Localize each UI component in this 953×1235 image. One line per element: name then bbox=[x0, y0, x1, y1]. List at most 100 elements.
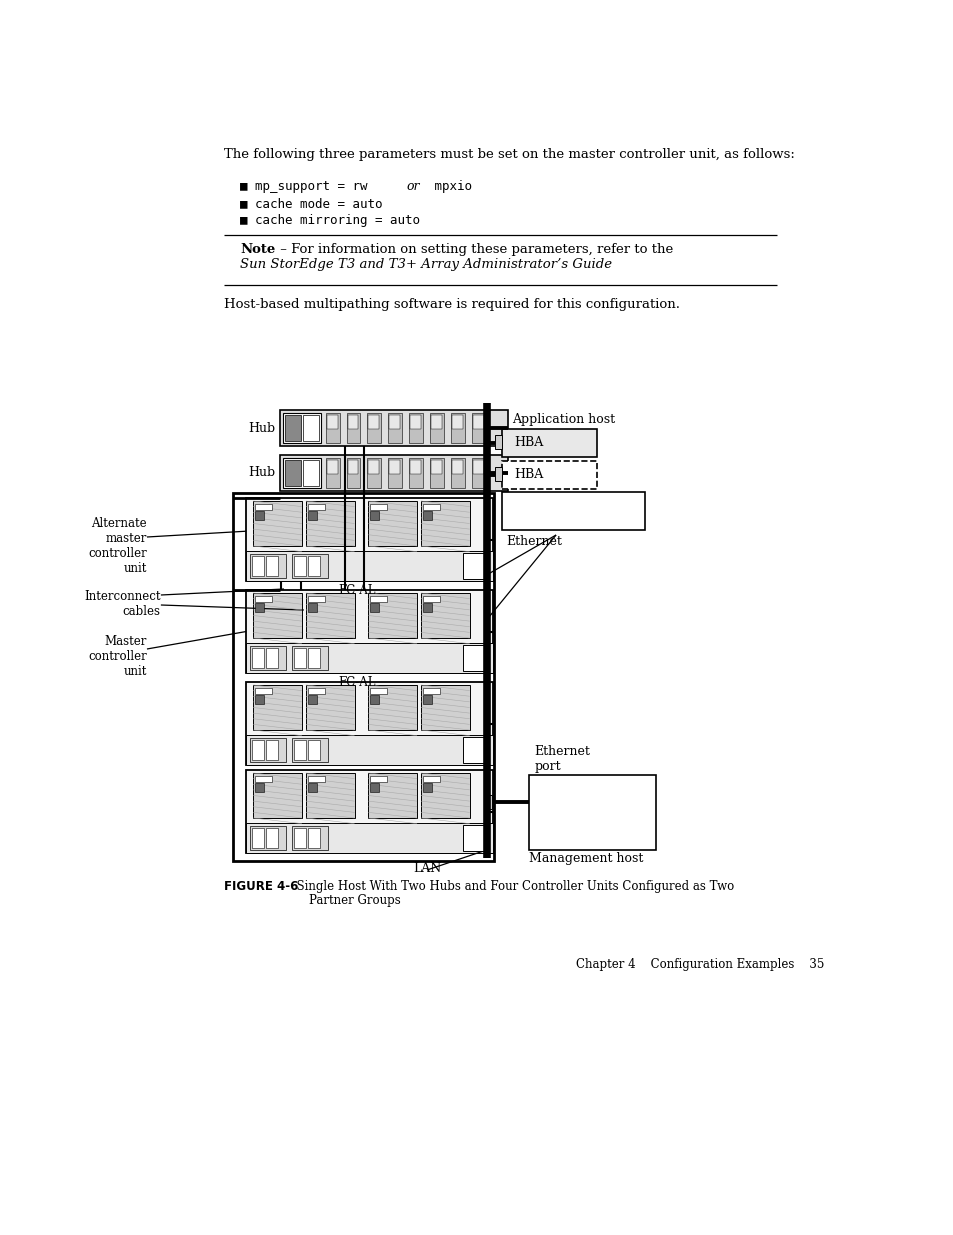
Bar bbox=[494, 467, 502, 480]
Bar bbox=[368, 773, 416, 818]
Bar bbox=[246, 498, 492, 580]
Bar bbox=[308, 695, 316, 704]
Bar bbox=[430, 412, 443, 443]
Bar bbox=[294, 740, 306, 760]
Bar bbox=[370, 695, 379, 704]
Text: Hub: Hub bbox=[248, 421, 274, 435]
Bar bbox=[462, 737, 484, 763]
Bar bbox=[368, 501, 416, 546]
Bar bbox=[420, 501, 469, 546]
Text: Management host: Management host bbox=[529, 852, 643, 864]
Bar bbox=[292, 555, 327, 578]
Bar bbox=[253, 773, 301, 818]
Bar bbox=[388, 412, 402, 443]
Bar bbox=[471, 412, 485, 443]
Text: FC-AL: FC-AL bbox=[338, 584, 375, 597]
Bar bbox=[255, 603, 264, 613]
Bar bbox=[370, 688, 387, 694]
Bar bbox=[308, 688, 325, 694]
Bar bbox=[452, 415, 462, 429]
Bar bbox=[451, 458, 464, 488]
Text: LAN: LAN bbox=[413, 862, 440, 876]
Bar bbox=[255, 695, 264, 704]
Bar bbox=[306, 501, 355, 546]
Bar bbox=[280, 454, 508, 492]
Text: mpxio: mpxio bbox=[427, 180, 472, 193]
Bar bbox=[280, 410, 508, 446]
Bar bbox=[253, 593, 301, 638]
Bar bbox=[252, 648, 264, 668]
Bar bbox=[422, 603, 432, 613]
Bar bbox=[285, 415, 300, 441]
Bar bbox=[246, 823, 492, 853]
Text: ■ cache mode = auto: ■ cache mode = auto bbox=[240, 198, 382, 210]
Bar bbox=[410, 459, 420, 474]
Bar bbox=[347, 459, 358, 474]
Bar bbox=[255, 688, 272, 694]
Bar bbox=[422, 783, 432, 792]
Bar bbox=[308, 740, 319, 760]
Bar bbox=[246, 551, 492, 580]
Bar bbox=[308, 783, 316, 792]
Bar bbox=[326, 459, 337, 474]
Bar bbox=[462, 645, 484, 671]
Bar bbox=[252, 740, 264, 760]
Bar bbox=[306, 593, 355, 638]
Bar bbox=[255, 597, 272, 601]
Bar bbox=[370, 603, 379, 613]
Text: The following three parameters must be set on the master controller unit, as fol: The following three parameters must be s… bbox=[224, 148, 795, 161]
Bar bbox=[302, 459, 318, 487]
Bar bbox=[294, 556, 306, 576]
Bar bbox=[422, 695, 432, 704]
Bar bbox=[308, 648, 319, 668]
Text: Alternate
master
controller
unit: Alternate master controller unit bbox=[88, 517, 147, 576]
Text: Chapter 4    Configuration Examples    35: Chapter 4 Configuration Examples 35 bbox=[576, 958, 823, 971]
Bar bbox=[325, 412, 339, 443]
Bar bbox=[370, 776, 387, 782]
Text: Sun StorEdge T3 and T3+ Array Administrator’s Guide: Sun StorEdge T3 and T3+ Array Administra… bbox=[240, 258, 612, 270]
Bar bbox=[294, 648, 306, 668]
Bar bbox=[252, 556, 264, 576]
Bar bbox=[422, 597, 439, 601]
Bar bbox=[308, 827, 319, 848]
Bar bbox=[250, 739, 286, 762]
Bar bbox=[368, 685, 416, 730]
Text: Partner Groups: Partner Groups bbox=[309, 894, 400, 906]
Bar bbox=[302, 415, 318, 441]
Bar bbox=[420, 773, 469, 818]
Bar bbox=[294, 827, 306, 848]
Bar bbox=[246, 735, 492, 764]
Bar bbox=[308, 776, 325, 782]
Bar bbox=[292, 826, 327, 850]
Bar bbox=[253, 501, 301, 546]
Text: – For information on setting these parameters, refer to the: – For information on setting these param… bbox=[275, 243, 677, 256]
Bar bbox=[368, 459, 379, 474]
Text: Master
controller
unit: Master controller unit bbox=[88, 635, 147, 678]
Bar bbox=[422, 504, 439, 510]
Bar bbox=[283, 458, 320, 488]
Bar bbox=[430, 458, 443, 488]
Bar bbox=[308, 556, 319, 576]
Bar bbox=[325, 458, 339, 488]
Bar bbox=[502, 492, 645, 530]
Bar bbox=[346, 458, 360, 488]
Bar bbox=[451, 412, 464, 443]
Bar bbox=[502, 429, 597, 457]
Text: HBA: HBA bbox=[514, 468, 543, 482]
Bar bbox=[409, 412, 422, 443]
Text: Single Host With Two Hubs and Four Controller Units Configured as Two: Single Host With Two Hubs and Four Contr… bbox=[289, 881, 734, 893]
Bar bbox=[462, 825, 484, 851]
Bar bbox=[420, 593, 469, 638]
Bar bbox=[250, 826, 286, 850]
Bar bbox=[253, 685, 301, 730]
Bar bbox=[409, 458, 422, 488]
Bar bbox=[472, 459, 483, 474]
Bar bbox=[308, 511, 316, 520]
Bar bbox=[422, 511, 432, 520]
Bar bbox=[370, 504, 387, 510]
Bar bbox=[368, 593, 416, 638]
Bar bbox=[388, 458, 402, 488]
Bar bbox=[420, 685, 469, 730]
Bar bbox=[502, 461, 597, 489]
Text: ■ mp_support = rw: ■ mp_support = rw bbox=[240, 180, 375, 193]
